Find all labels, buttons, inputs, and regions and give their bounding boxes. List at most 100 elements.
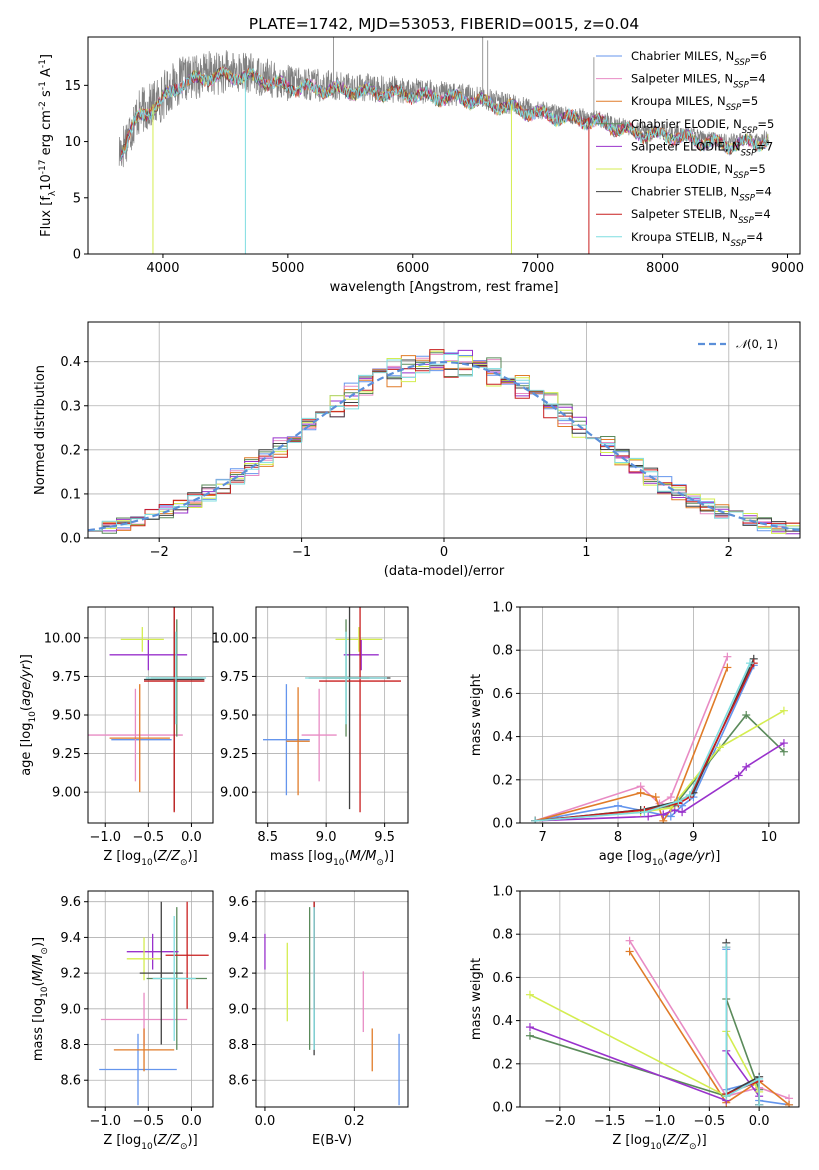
y-tick-label: 0.6 <box>492 687 513 702</box>
x-tick-label: 1 <box>582 545 590 560</box>
mass-vs-Z-axes <box>88 891 213 1107</box>
residual-hist-frame: −2 −1 0 1 2 0.0 0.1 0.2 0.3 0.4 (data-model)/error… <box>33 321 801 579</box>
x-tick-label: −2 <box>150 545 169 560</box>
weight-marker <box>734 771 743 780</box>
x-tick-label: 0.0 <box>181 1114 202 1129</box>
x-tick-label: 10 <box>761 830 778 845</box>
weight-marker <box>525 990 534 999</box>
x-axis-label: Z [log10(Z/Z⊙)] <box>103 849 197 868</box>
x-tick-label: 0.0 <box>181 830 202 845</box>
weight-marker <box>723 652 732 661</box>
y-tick-label: 8.6 <box>60 1074 81 1089</box>
x-tick-label: 2 <box>725 545 733 560</box>
y-tick-label: 0.6 <box>492 971 513 986</box>
x-axis-label: (data-model)/error <box>384 564 505 579</box>
errorbar-point <box>152 915 196 1041</box>
legend-label: Salpeter STELIB, NSSP=4 <box>631 207 771 226</box>
axes-frame <box>87 890 214 1108</box>
y-tick-label: 0.4 <box>492 730 513 745</box>
weight-marker <box>674 797 683 806</box>
weight-marker <box>625 936 634 945</box>
y-tick-label: 0.2 <box>492 773 513 788</box>
x-tick-label: 0.0 <box>255 1114 276 1129</box>
mass-vs-ebv-frame: 0.0 0.2 8.6 8.8 9.0 9.2 9.4 9.6 E(B-V) <box>228 890 409 1148</box>
spectrum-plot-area <box>118 37 770 254</box>
mass-vs-ebv-plot-area <box>264 901 400 1106</box>
massweight-vs-age-plot-area <box>531 652 788 823</box>
weight-marker <box>722 1092 731 1101</box>
x-tick-label: 4000 <box>146 261 179 276</box>
errorbar-point <box>99 1033 177 1106</box>
x-tick-label: −1.0 <box>89 1114 121 1129</box>
weight-marker <box>659 810 668 819</box>
weight-line-2 <box>534 667 729 823</box>
x-tick-label: 0 <box>440 545 448 560</box>
x-tick-label: 6000 <box>396 261 429 276</box>
weight-marker <box>636 788 645 797</box>
legend-label: 𝒩(0, 1) <box>736 337 778 351</box>
weight-line-7 <box>535 662 755 822</box>
weight-line-3 <box>529 998 760 1098</box>
weight-marker <box>779 747 788 756</box>
weight-marker <box>531 816 540 823</box>
y-tick-label: 8.6 <box>228 1074 249 1089</box>
y-tick-label: 9.75 <box>220 670 249 685</box>
y-tick-label: 9.75 <box>52 670 81 685</box>
x-tick-label: −1.5 <box>594 1114 626 1129</box>
y-tick-label: 15 <box>64 79 81 94</box>
x-axis-label: mass [log10(M/M⊙)] <box>270 849 394 868</box>
x-tick-label: 7000 <box>521 261 554 276</box>
spectrum-frame: 4000 5000 6000 7000 8000 9000 0 5 10 15 wavelength… <box>38 15 804 295</box>
x-axis-label: Z [log10(Z/Z⊙)] <box>612 1133 706 1152</box>
x-axis-label: wavelength [Angstrom, rest frame] <box>330 280 559 295</box>
x-tick-label: 9000 <box>771 261 804 276</box>
legend-label: Kroupa STELIB, NSSP=4 <box>631 230 763 249</box>
y-tick-label: 9.6 <box>228 895 249 910</box>
weight-marker <box>644 812 653 821</box>
y-tick-label: 0.4 <box>60 355 81 370</box>
errorbar-point <box>144 607 205 813</box>
x-tick-label: −2.0 <box>544 1114 576 1129</box>
y-axis-label: Flux [fλ10-17 erg cm-2 s-1 A-1] <box>38 54 58 237</box>
mass-vs-Z-frame: −1.0 −0.5 0.0 8.6 8.8 9.0 9.2 9.4 9.6 Z [log10(Z/… <box>31 890 214 1152</box>
x-tick-label: 0.0 <box>749 1114 770 1129</box>
y-tick-label: 10.00 <box>44 631 81 646</box>
errorbar-point <box>88 688 183 782</box>
x-tick-label: 9 <box>689 830 697 845</box>
weight-marker <box>651 793 660 802</box>
weight-marker <box>525 1023 534 1032</box>
errorbar-point <box>145 631 207 725</box>
weight-marker <box>625 947 634 956</box>
legend-label: Kroupa MILES, NSSP=5 <box>631 94 758 113</box>
y-tick-label: 9.00 <box>52 786 81 801</box>
x-tick-label: −0.5 <box>133 830 165 845</box>
y-tick-label: 0.4 <box>492 1014 513 1029</box>
age-vs-Z-frame: −1.0 −0.5 0.0 9.00 9.25 9.50 9.75 10.00 Z [log10… <box>19 606 214 868</box>
weight-marker <box>666 812 675 821</box>
weight-marker <box>722 943 731 952</box>
legend-label: Chabrier STELIB, NSSP=4 <box>631 185 772 204</box>
y-tick-label: 10 <box>64 135 81 150</box>
x-tick-label: −1.0 <box>644 1114 676 1129</box>
weight-line-1 <box>534 656 729 822</box>
weight-line-5 <box>529 993 760 1098</box>
errorbar-point <box>305 631 387 725</box>
errorbar-point <box>301 688 337 782</box>
errorbar-point <box>165 901 209 1009</box>
errorbar-point <box>263 684 310 796</box>
y-tick-label: 5 <box>73 191 81 206</box>
weight-line-8 <box>535 662 751 822</box>
weight-marker <box>666 793 675 802</box>
errorbar-point <box>319 607 401 813</box>
x-tick-label: 7 <box>538 830 546 845</box>
weight-marker <box>678 808 687 817</box>
y-tick-label: 0.8 <box>492 644 513 659</box>
weight-marker <box>723 663 732 672</box>
weight-marker <box>614 801 623 810</box>
errorbar-point <box>286 687 310 796</box>
y-tick-label: 0.0 <box>60 532 81 547</box>
weight-marker <box>742 762 751 771</box>
legend-label: Salpeter MILES, NSSP=4 <box>631 72 766 91</box>
y-tick-label: 0.2 <box>492 1057 513 1072</box>
